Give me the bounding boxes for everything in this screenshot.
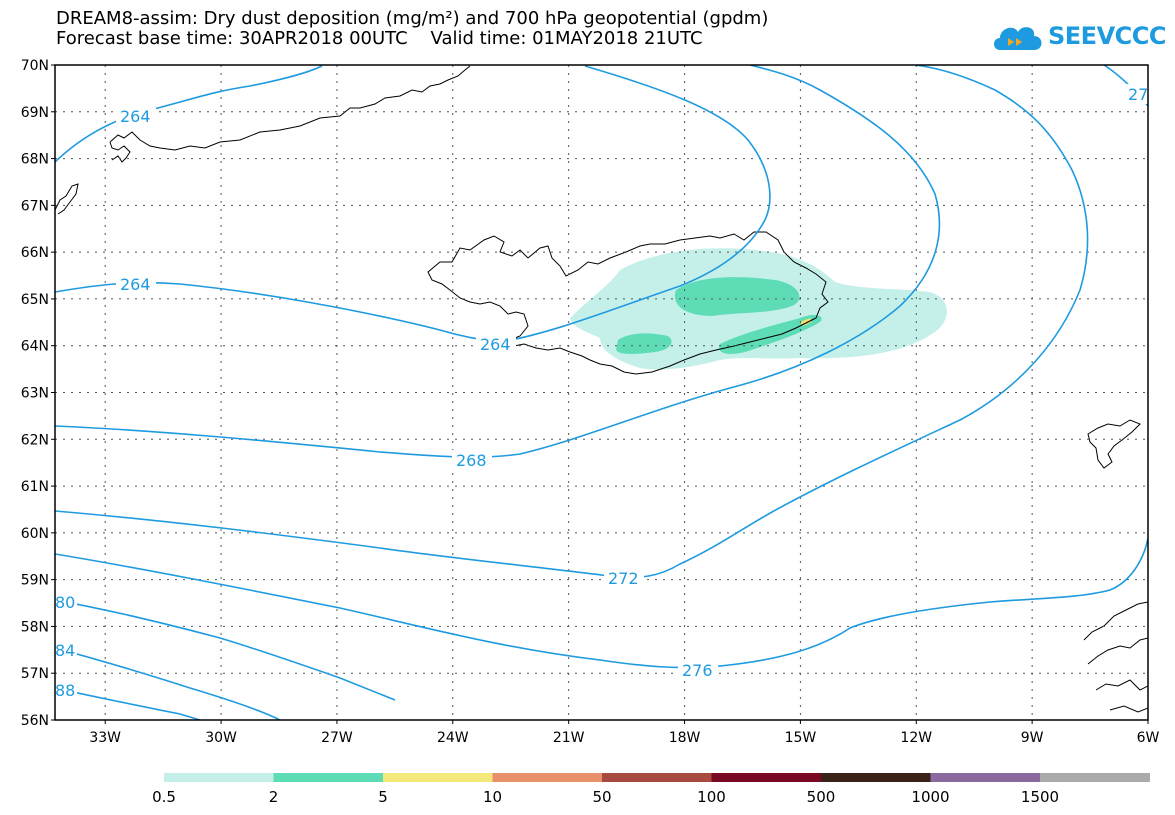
lon-tick-label: 15W <box>785 730 817 746</box>
legend-swatch <box>273 773 384 782</box>
contour-276 <box>55 537 1148 669</box>
contour-label-264-west: 264 <box>120 275 151 294</box>
lon-tick-label: 30W <box>205 730 237 746</box>
legend-swatch <box>383 773 493 782</box>
legend-tick-label: 2 <box>269 788 279 806</box>
longitude-labels: 33W 30W 27W 24W 21W 18W 15W 12W 9W 6W <box>89 720 1160 746</box>
latitude-labels: 70N 69N 68N 67N 66N 65N 64N 63N 62N 61N 60N 59N 58N 5… <box>21 58 55 729</box>
lat-tick-label: 69N <box>21 105 49 121</box>
legend-tick-label: 500 <box>807 788 836 806</box>
legend-tick-label: 10 <box>483 788 502 806</box>
contour-label-284: 84 <box>55 641 75 660</box>
legend-labels: 0.5 2 5 10 50 100 500 1000 1500 <box>152 788 1059 806</box>
contour-280 <box>55 599 396 701</box>
contour-label-288: 88 <box>55 681 75 700</box>
lon-tick-label: 24W <box>437 730 469 746</box>
dust-medium-area-west <box>616 333 672 354</box>
lat-tick-label: 63N <box>21 386 49 402</box>
legend-tick-label: 100 <box>697 788 726 806</box>
dust-medium-area-south <box>719 315 822 354</box>
legend-tick-label: 50 <box>592 788 611 806</box>
contour-label-272: 272 <box>608 569 639 588</box>
lon-tick-label: 33W <box>89 730 121 746</box>
scotland-coast <box>1083 601 1148 713</box>
contour-label-264-greenland: 264 <box>120 107 151 126</box>
greenland-coast <box>109 65 471 163</box>
legend-swatch <box>602 773 712 782</box>
contour-268 <box>55 65 941 458</box>
legend-tick-label: 0.5 <box>152 788 176 806</box>
contour-label-280: 80 <box>55 593 75 612</box>
lon-tick-label: 6W <box>1137 730 1160 746</box>
contour-264-north <box>55 65 323 163</box>
lon-tick-label: 9W <box>1021 730 1044 746</box>
legend-swatch <box>1040 773 1150 782</box>
map-subtitle: Forecast base time: 30APR2018 00UTC Vali… <box>56 28 703 49</box>
legend-swatch <box>164 773 274 782</box>
lon-tick-label: 12W <box>900 730 932 746</box>
legend-swatch <box>492 773 603 782</box>
legend-swatch <box>711 773 822 782</box>
map-background <box>55 65 1148 720</box>
contour-272 <box>55 65 1089 579</box>
lat-tick-label: 60N <box>21 526 49 542</box>
faroe-islands-coast <box>1087 419 1141 469</box>
legend-swatch <box>930 773 1041 782</box>
contour-264-main <box>55 65 771 343</box>
lat-tick-label: 59N <box>21 573 49 589</box>
lat-tick-label: 58N <box>21 619 49 635</box>
color-legend <box>164 773 1150 782</box>
lat-tick-label: 70N <box>21 58 49 74</box>
legend-swatch <box>821 773 931 782</box>
lon-tick-label: 18W <box>669 730 701 746</box>
contour-label-276: 276 <box>682 661 713 680</box>
greenland-east-fragment <box>55 183 79 215</box>
lat-tick-label: 68N <box>21 152 49 168</box>
lon-tick-label: 21W <box>553 730 585 746</box>
legend-tick-label: 1000 <box>911 788 949 806</box>
contour-284 <box>55 647 281 720</box>
dust-medium-area-north <box>674 277 800 316</box>
lat-tick-label: 62N <box>21 432 49 448</box>
geopotential-contours <box>55 65 1148 720</box>
contour-labels: 264 264 264 268 272 276 27 80 84 88 <box>55 84 1148 700</box>
logo-text: SEEVCCC <box>1048 22 1167 50</box>
lat-tick-label: 61N <box>21 479 49 495</box>
legend-tick-label: 1500 <box>1021 788 1059 806</box>
contour-label-268: 268 <box>456 451 487 470</box>
lat-tick-label: 56N <box>21 713 49 729</box>
lat-tick-label: 65N <box>21 292 49 308</box>
cloud-icon <box>994 27 1042 50</box>
legend-tick-label: 5 <box>378 788 388 806</box>
seevccc-logo: SEEVCCC <box>990 16 1167 56</box>
contour-label-27x: 27 <box>1128 85 1148 104</box>
lat-tick-label: 66N <box>21 245 49 261</box>
lat-tick-label: 57N <box>21 666 49 682</box>
contour-label-264-iceland: 264 <box>480 335 511 354</box>
map-title: DREAM8-assim: Dry dust deposition (mg/m²… <box>56 8 769 29</box>
lat-tick-label: 64N <box>21 339 49 355</box>
lon-tick-label: 27W <box>321 730 353 746</box>
lat-tick-label: 67N <box>21 198 49 214</box>
